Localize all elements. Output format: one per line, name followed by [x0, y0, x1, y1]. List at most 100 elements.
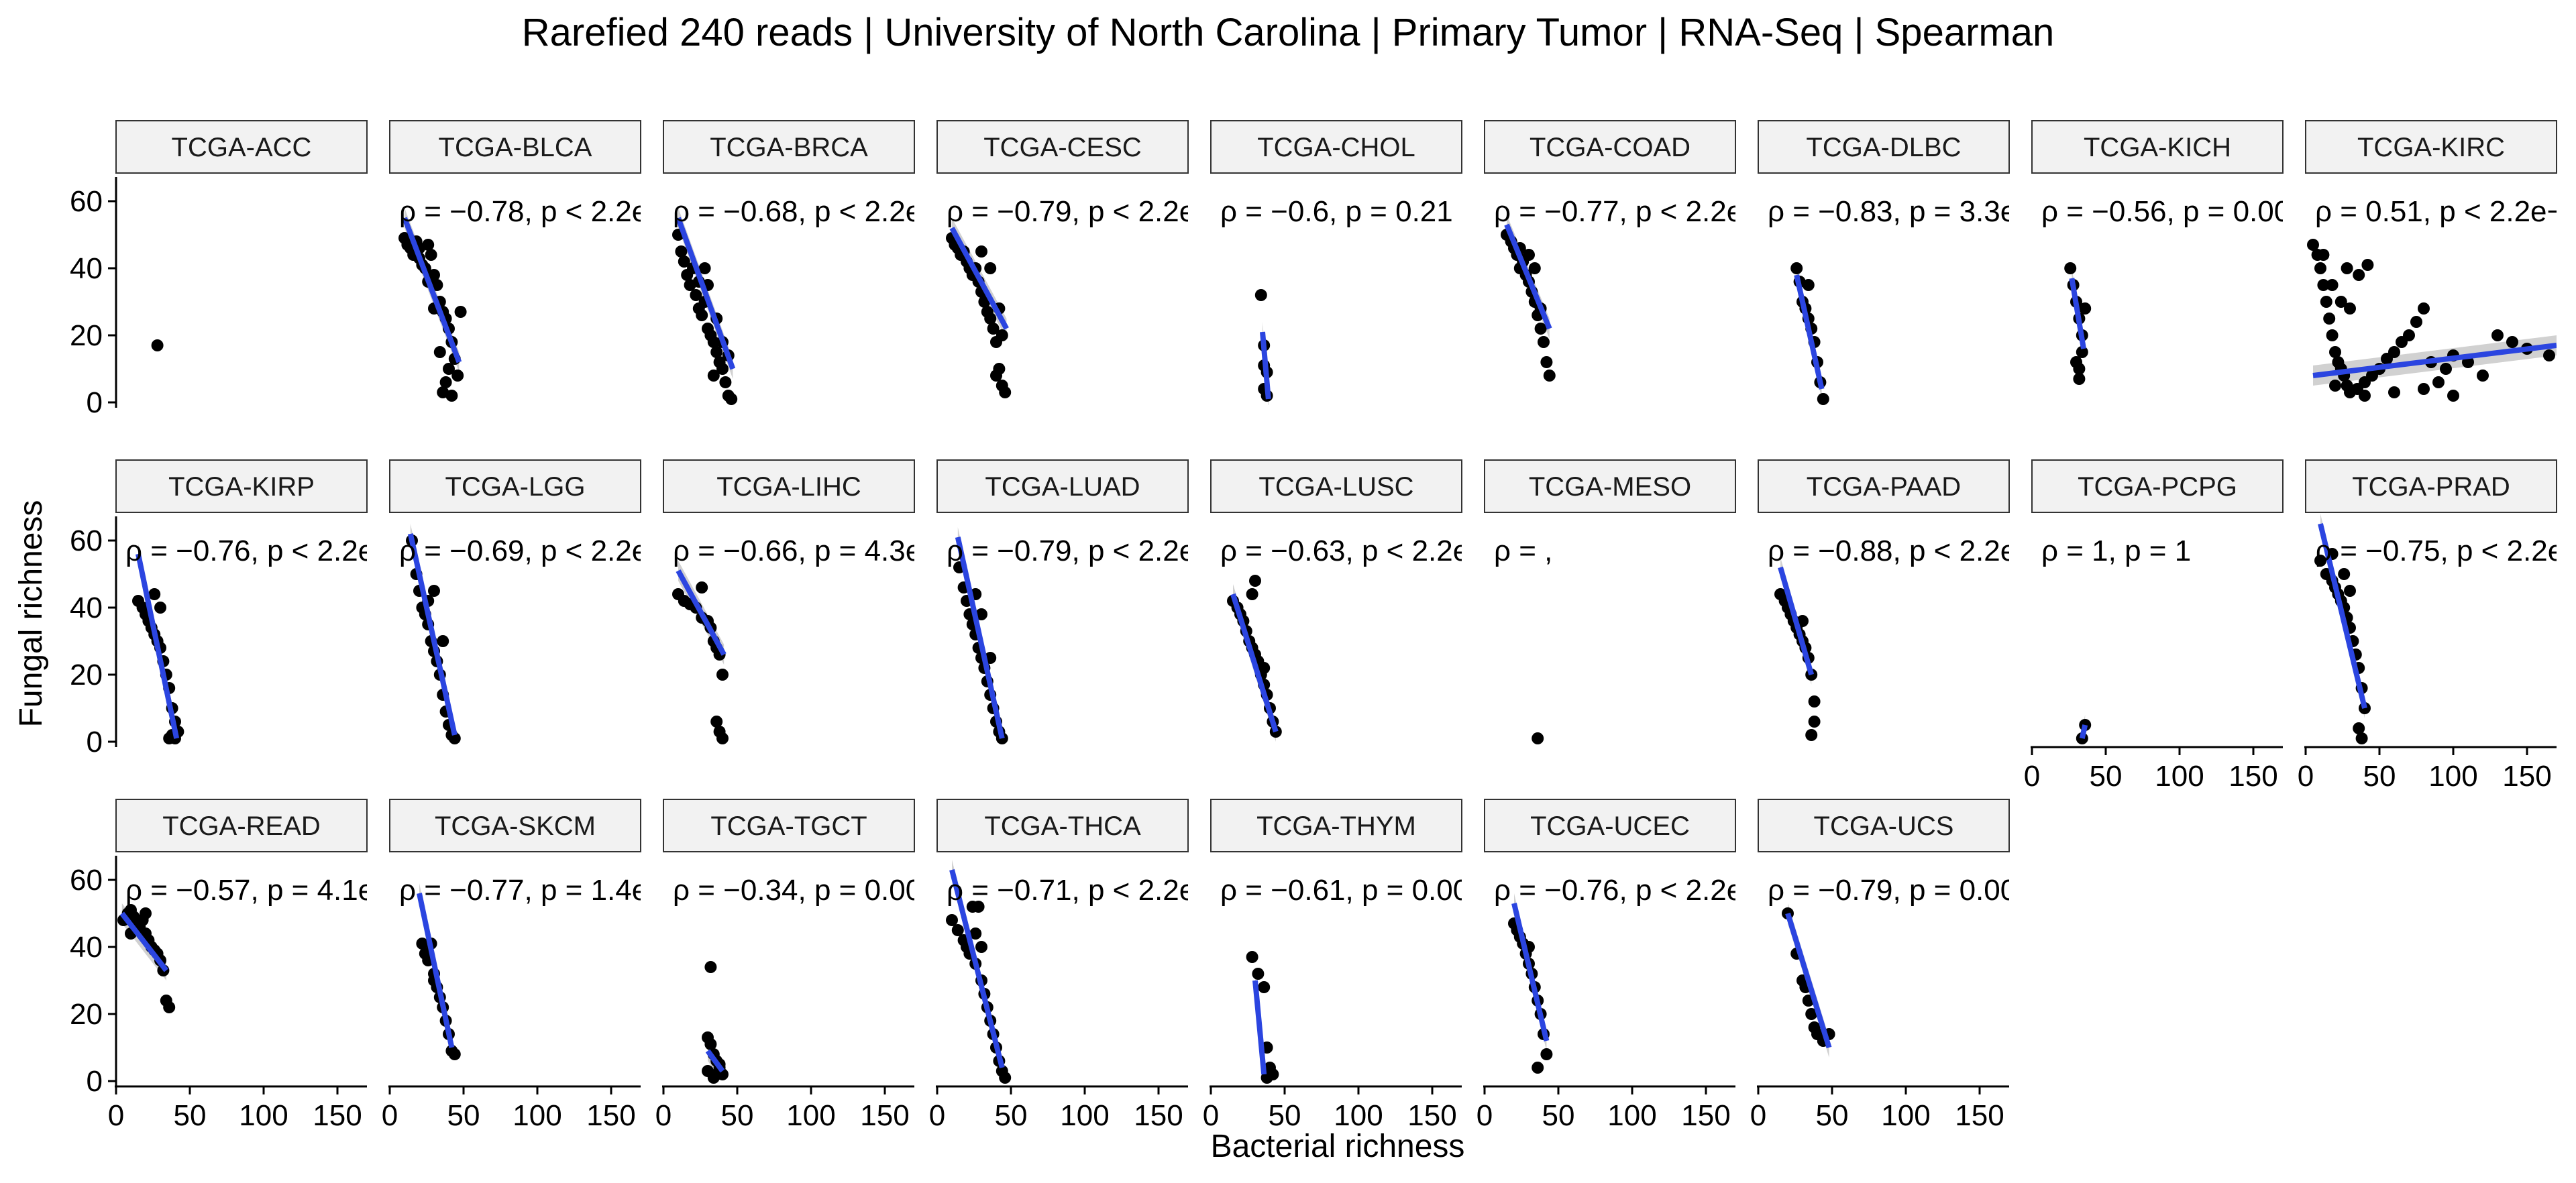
data-point: [975, 608, 987, 620]
facet-strip: [936, 799, 1189, 852]
data-point: [2388, 386, 2400, 398]
data-point: [1254, 289, 1267, 301]
correlation-stat: ρ = −0.63, p < 2.2e−16: [1220, 534, 1519, 567]
facet-panel: TCGA-BLCA ρ = −0.78, p < 2.2e−16: [389, 120, 641, 402]
regression-line: [2312, 343, 2557, 378]
data-point: [2307, 239, 2319, 251]
plot-area: [1501, 215, 1556, 382]
regression-line: [949, 227, 1009, 330]
x-tick-label: 100: [2155, 760, 2204, 793]
data-point: [2073, 373, 2086, 385]
facet-panel: TCGA-CHOL ρ = −0.6, p = 0.21: [1210, 120, 1462, 405]
x-tick-label: 0: [108, 1099, 124, 1132]
plot-area: [1508, 893, 1553, 1074]
y-tick-label: 60: [70, 185, 103, 218]
plot-area: [151, 339, 164, 351]
data-point: [439, 376, 452, 388]
plot-area: [2076, 715, 2092, 744]
regression-line: [136, 553, 180, 739]
data-point: [140, 907, 152, 919]
data-point: [416, 938, 429, 950]
data-point: [2323, 313, 2336, 325]
x-tick-label: 150: [2502, 760, 2551, 793]
plot-area: [406, 524, 461, 744]
x-tick-label: 0: [382, 1099, 398, 1132]
facet-strip: [936, 120, 1189, 174]
x-tick-label: 0: [1203, 1099, 1219, 1132]
data-point: [2073, 363, 2086, 375]
data-point: [707, 336, 720, 348]
data-point: [1543, 370, 1556, 382]
plot-area: [953, 527, 1008, 744]
data-point: [946, 914, 958, 926]
facet-strip-label: TCGA-KICH: [2084, 133, 2231, 162]
x-tick-label: 0: [1477, 1099, 1493, 1132]
data-point: [999, 386, 1012, 398]
data-point: [2418, 383, 2430, 395]
facet-strip: [2031, 459, 2284, 513]
facet-panel: TCGA-BRCA ρ = −0.68, p < 2.2e−16: [663, 120, 915, 405]
facet-strip-label: TCGA-PAAD: [1807, 472, 1961, 502]
correlation-stat: ρ = 0.51, p < 2.2e−16: [2315, 195, 2576, 228]
x-tick-label: 0: [655, 1099, 672, 1132]
facet-strip: [115, 459, 368, 513]
plot-area: [672, 561, 729, 744]
data-point: [707, 370, 720, 382]
regression-line: [1794, 274, 1825, 390]
x-tick-label: 50: [447, 1099, 480, 1132]
facet-panel: TCGA-MESO ρ = ,: [1484, 459, 1736, 744]
correlation-stat: ρ = −0.77, p = 1.4e−06: [399, 874, 698, 907]
plot-area: [2064, 262, 2092, 385]
data-point: [2334, 296, 2347, 308]
x-tick-label: 0: [1750, 1099, 1766, 1132]
facet-panel: TCGA-KIRP ρ = −0.76, p < 2.2e−16 0 20 40 60: [70, 459, 368, 758]
data-point: [1523, 249, 1535, 261]
data-point: [990, 370, 1002, 382]
correlation-stat: ρ = −0.79, p < 2.2e−16: [947, 195, 1246, 228]
facet-strip-label: TCGA-ACC: [172, 133, 312, 162]
y-tick-label: 20: [70, 659, 103, 691]
data-point: [696, 581, 708, 594]
x-tick-label: 100: [513, 1099, 561, 1132]
x-tick-label: 50: [2090, 760, 2123, 793]
regression-line: [955, 537, 1005, 739]
plot-area: [1790, 262, 1829, 405]
data-point: [2359, 390, 2371, 402]
chart-title: Rarefied 240 reads | University of North…: [522, 11, 2054, 54]
x-tick-label: 100: [2428, 760, 2477, 793]
data-point: [428, 585, 440, 597]
data-point: [445, 390, 458, 402]
data-point: [1246, 588, 1258, 600]
y-tick-label: 40: [70, 931, 103, 964]
x-tick-label: 50: [1542, 1099, 1575, 1132]
x-tick-label: 100: [1607, 1099, 1656, 1132]
regression-line: [1511, 903, 1550, 1041]
x-tick-label: 150: [1407, 1099, 1456, 1132]
data-point: [1532, 732, 1544, 744]
facet-panel: TCGA-PCPG ρ = 1, p = 1 0 50 100 150: [2024, 459, 2284, 793]
data-point: [2491, 329, 2504, 341]
plot-area: [398, 208, 467, 402]
data-point: [1817, 393, 1829, 405]
facet-panel: TCGA-LGG ρ = −0.69, p < 2.2e−16: [389, 459, 641, 744]
data-point: [710, 716, 723, 728]
data-point: [698, 262, 711, 274]
regression-line: [1778, 566, 1815, 676]
data-point: [1802, 279, 1815, 291]
regression-line: [1230, 593, 1279, 733]
regression-line: [417, 893, 455, 1048]
data-point: [443, 363, 455, 375]
regression-line: [676, 569, 727, 656]
facet-panel: TCGA-KIRC ρ = 0.51, p < 2.2e−16: [2305, 120, 2576, 402]
facet-strip: [1758, 799, 2010, 852]
x-tick-label: 150: [860, 1099, 909, 1132]
data-point: [2403, 329, 2415, 341]
data-point: [148, 588, 161, 600]
data-point: [951, 924, 964, 936]
x-tick-label: 150: [1955, 1099, 2004, 1132]
data-point: [716, 732, 729, 744]
data-point: [448, 1048, 461, 1060]
data-point: [710, 346, 723, 358]
y-axis-title: Fungal richness: [13, 500, 49, 728]
plot-area: [702, 961, 729, 1084]
